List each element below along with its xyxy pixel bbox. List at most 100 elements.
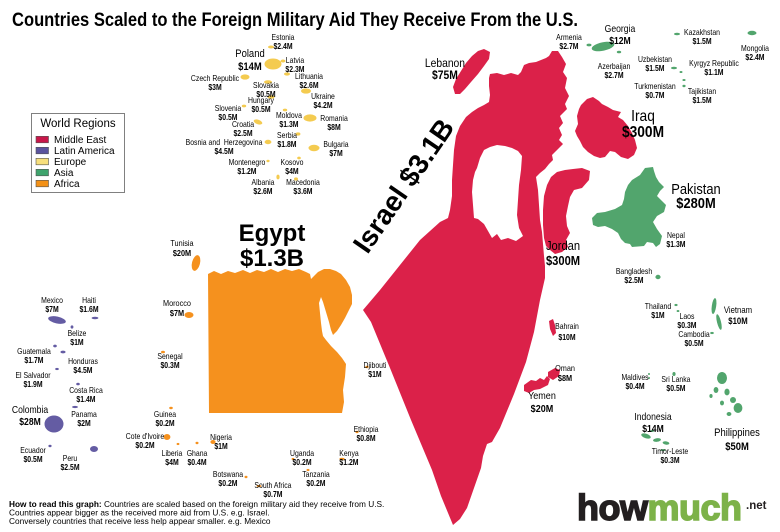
svg-text:$14M: $14M (642, 423, 664, 434)
svg-text:$1.1M: $1.1M (704, 67, 723, 77)
svg-text:Africa: Africa (54, 179, 80, 190)
svg-text:Kyrgyz Republic: Kyrgyz Republic (689, 58, 739, 68)
svg-text:$3M: $3M (208, 82, 221, 92)
svg-text:$7M: $7M (170, 308, 185, 318)
svg-text:Ukraine: Ukraine (311, 91, 335, 101)
svg-text:Moldova: Moldova (276, 110, 303, 120)
svg-text:$1.6M: $1.6M (79, 304, 98, 314)
svg-text:$1.5M: $1.5M (645, 63, 664, 73)
svg-text:$0.7M: $0.7M (645, 90, 664, 100)
svg-text:howmuch: howmuch (577, 487, 742, 528)
svg-text:$2.5M: $2.5M (233, 128, 252, 138)
svg-text:Bulgaria: Bulgaria (323, 139, 349, 149)
svg-text:$2.4M: $2.4M (745, 52, 764, 62)
svg-text:Mexico: Mexico (41, 295, 63, 305)
svg-text:$1.3M: $1.3M (666, 239, 685, 249)
svg-text:Serbia: Serbia (277, 130, 298, 140)
svg-text:Liberia: Liberia (162, 448, 183, 458)
svg-text:Bangladesh: Bangladesh (616, 266, 652, 276)
svg-text:$7M: $7M (329, 148, 342, 158)
svg-text:$1M: $1M (70, 337, 83, 347)
svg-text:Countries appear bigger as the: Countries appear bigger as the received … (9, 508, 270, 518)
svg-text:Slovenia: Slovenia (215, 103, 242, 113)
svg-text:$4.2M: $4.2M (313, 100, 332, 110)
svg-text:$4.5M: $4.5M (214, 146, 233, 156)
svg-text:$0.5M: $0.5M (256, 89, 275, 99)
svg-text:Uganda: Uganda (290, 448, 315, 458)
svg-text:Hungary: Hungary (248, 95, 274, 105)
svg-text:Tanzania: Tanzania (302, 469, 330, 479)
svg-text:$2.6M: $2.6M (253, 186, 272, 196)
svg-text:Azerbaijan: Azerbaijan (598, 61, 630, 71)
svg-text:$0.2M: $0.2M (292, 457, 311, 467)
svg-text:Poland: Poland (235, 48, 265, 60)
svg-text:Mongolia: Mongolia (741, 43, 770, 53)
svg-text:$1.5M: $1.5M (692, 95, 711, 105)
svg-text:$1.8M: $1.8M (277, 139, 296, 149)
svg-text:$2.4M: $2.4M (273, 41, 292, 51)
svg-text:$0.2M: $0.2M (135, 440, 154, 450)
svg-text:$1.2M: $1.2M (339, 457, 358, 467)
svg-text:Lebanon: Lebanon (425, 57, 465, 70)
svg-text:$0.2M: $0.2M (306, 478, 325, 488)
svg-text:Colombia: Colombia (12, 404, 49, 415)
svg-text:Lithuania: Lithuania (295, 71, 324, 81)
svg-text:Montenegro: Montenegro (229, 157, 266, 167)
svg-text:$20M: $20M (531, 403, 554, 415)
svg-text:$1.2M: $1.2M (237, 166, 256, 176)
svg-text:$0.7M: $0.7M (263, 489, 282, 499)
svg-text:Tunisia: Tunisia (170, 238, 194, 248)
svg-text:Armenia: Armenia (556, 32, 582, 42)
svg-text:How to read this graph: Countr: How to read this graph: Countries are sc… (9, 499, 384, 509)
svg-text:Nigeria: Nigeria (210, 432, 233, 442)
svg-text:$300M: $300M (622, 123, 664, 141)
svg-text:Turkmenistan: Turkmenistan (634, 81, 675, 91)
svg-text:Latvia: Latvia (286, 55, 305, 65)
svg-text:Albania: Albania (252, 177, 276, 187)
svg-text:Ethiopia: Ethiopia (354, 424, 380, 434)
svg-text:$2.3M: $2.3M (285, 64, 304, 74)
svg-text:$2.7M: $2.7M (604, 70, 623, 80)
svg-text:Romania: Romania (320, 113, 348, 123)
svg-text:Guatemala: Guatemala (17, 346, 51, 356)
svg-text:$2M: $2M (77, 418, 90, 428)
svg-text:Conversely countries that rece: Conversely countries that receive less h… (9, 516, 271, 526)
svg-text:Nepal: Nepal (667, 230, 685, 240)
svg-text:$0.8M: $0.8M (356, 433, 375, 443)
svg-text:$0.5M: $0.5M (251, 104, 270, 114)
svg-text:$2.6M: $2.6M (299, 80, 318, 90)
svg-text:$1.3M: $1.3M (279, 119, 298, 129)
svg-text:Europe: Europe (54, 157, 87, 168)
svg-text:$8M: $8M (558, 373, 573, 383)
svg-text:Guinea: Guinea (154, 409, 177, 419)
svg-text:Bosnia and Herzegovina: Bosnia and Herzegovina (186, 137, 264, 147)
svg-text:El Salvador: El Salvador (15, 370, 51, 380)
svg-text:Djibouti: Djibouti (363, 360, 386, 370)
svg-text:$0.4M: $0.4M (187, 457, 206, 467)
svg-text:Yemen: Yemen (528, 390, 556, 402)
svg-text:Panama: Panama (71, 409, 97, 419)
svg-text:$0.4M: $0.4M (625, 381, 644, 391)
svg-text:$0.2M: $0.2M (155, 418, 174, 428)
svg-text:$0.5M: $0.5M (23, 454, 42, 464)
svg-text:Middle East: Middle East (54, 135, 106, 146)
svg-text:$0.5M: $0.5M (666, 383, 685, 393)
svg-text:Laos: Laos (680, 311, 695, 321)
svg-text:$1.4M: $1.4M (76, 394, 95, 404)
svg-text:$28M: $28M (19, 416, 41, 427)
svg-text:Slovakia: Slovakia (253, 80, 280, 90)
svg-text:$75M: $75M (432, 69, 458, 82)
svg-text:$4M: $4M (285, 166, 298, 176)
svg-text:Sri Lanka: Sri Lanka (661, 374, 691, 384)
svg-text:Countries Scaled to the Foreig: Countries Scaled to the Foreign Military… (12, 9, 578, 31)
svg-text:$1M: $1M (651, 310, 664, 320)
svg-text:Uzbekistan: Uzbekistan (638, 54, 672, 64)
svg-text:Tajikistan: Tajikistan (688, 86, 716, 96)
svg-text:$0.3M: $0.3M (160, 360, 179, 370)
svg-text:Thailand: Thailand (645, 301, 671, 311)
svg-text:Morocco: Morocco (163, 298, 192, 308)
svg-text:$3.6M: $3.6M (293, 186, 312, 196)
svg-text:$4M: $4M (165, 457, 178, 467)
svg-text:Egypt: Egypt (239, 220, 306, 247)
svg-text:Maldives: Maldives (621, 372, 648, 382)
